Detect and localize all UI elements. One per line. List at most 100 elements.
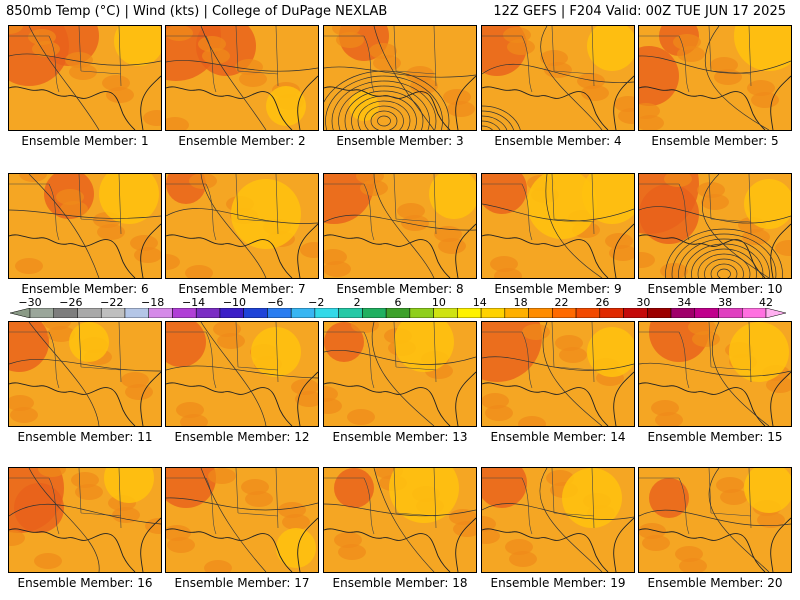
colorbar-tick-label: −22 <box>100 296 124 309</box>
model-run-info: 12Z GEFS | F204 Valid: 00Z TUE JUN 17 20… <box>493 4 786 19</box>
temperature-field <box>639 468 791 572</box>
ensemble-member-label: Ensemble Member: 12 <box>174 430 310 444</box>
colorbar-tick-label: 18 <box>513 296 528 309</box>
ensemble-member-label: Ensemble Member: 2 <box>178 134 306 148</box>
temperature-field <box>9 468 161 572</box>
colorbar-swatch <box>552 308 577 318</box>
temperature-field <box>166 322 318 426</box>
map-title: 850mb Temp (°C) | Wind (kts) | College o… <box>6 4 388 19</box>
ensemble-member-label: Ensemble Member: 5 <box>651 134 779 148</box>
colorbar-tick-label: −14 <box>181 296 206 309</box>
colorbar-tick-label: −30 <box>18 296 42 309</box>
ensemble-member-label: Ensemble Member: 18 <box>332 576 468 590</box>
colorbar-labels: −30 −26 −22 −18 −14 −10 −6 −2 2 6 10 14 18 22 26 30 34 38… <box>0 296 800 309</box>
ensemble-member-label: Ensemble Member: 4 <box>494 134 622 148</box>
colorbar-swatch <box>195 308 221 318</box>
ensemble-member-map-16 <box>8 467 162 573</box>
colorbar-tick-label: −26 <box>59 296 83 309</box>
colorbar-swatch <box>670 308 696 318</box>
colorbar-tick-label: −10 <box>222 296 247 309</box>
ensemble-member-map-7 <box>165 173 319 279</box>
ensemble-member-map-8 <box>323 173 477 279</box>
temperature-field <box>324 322 476 426</box>
colorbar-swatch <box>290 308 316 318</box>
colorbar-swatch <box>742 308 767 318</box>
ensemble-member-map-15 <box>638 321 792 427</box>
colorbar-swatch <box>385 308 411 318</box>
colorbar-swatch <box>718 308 743 318</box>
colorbar-swatch <box>53 308 78 318</box>
ensemble-member-map-10 <box>638 173 792 279</box>
temperature-colorbar <box>10 308 786 318</box>
colorbar-tick-label: 6 <box>394 296 402 309</box>
colorbar-tick-label: −18 <box>141 296 165 309</box>
ensemble-member-label: Ensemble Member: 15 <box>647 430 783 444</box>
ensemble-member-map-4 <box>481 25 635 131</box>
temperature-field <box>324 174 476 278</box>
colorbar-swatch <box>100 308 126 318</box>
colorbar-swatch <box>694 308 719 318</box>
ensemble-member-label: Ensemble Member: 8 <box>336 282 464 296</box>
ensemble-member-map-5 <box>638 25 792 131</box>
ensemble-member-map-14 <box>481 321 635 427</box>
temperature-field <box>639 174 791 278</box>
colorbar-min-arrow <box>10 308 31 318</box>
colorbar-max-arrow <box>765 308 786 318</box>
colorbar-swatch <box>362 308 387 318</box>
colorbar-tick-label: −2 <box>308 296 325 309</box>
ensemble-member-map-2 <box>165 25 319 131</box>
colorbar-swatch <box>647 308 672 318</box>
temperature-field <box>9 26 161 130</box>
ensemble-member-map-17 <box>165 467 319 573</box>
colorbar-swatch <box>77 308 102 318</box>
colorbar-tick-label: 38 <box>718 296 733 309</box>
ensemble-member-label: Ensemble Member: 20 <box>647 576 783 590</box>
colorbar-tick-label: −6 <box>267 296 284 309</box>
temperature-field <box>166 174 318 278</box>
ensemble-member-label: Ensemble Member: 19 <box>490 576 626 590</box>
ensemble-member-map-3 <box>323 25 477 131</box>
temperature-field <box>482 26 634 130</box>
colorbar-swatch <box>457 308 482 318</box>
ensemble-member-label: Ensemble Member: 13 <box>332 430 468 444</box>
ensemble-member-label: Ensemble Member: 3 <box>336 134 464 148</box>
ensemble-member-map-18 <box>323 467 477 573</box>
ensemble-member-map-13 <box>323 321 477 427</box>
colorbar-swatch <box>314 308 339 318</box>
temperature-field <box>639 26 791 130</box>
colorbar-tick-label: 10 <box>431 296 446 309</box>
temperature-field <box>482 174 634 278</box>
colorbar-swatch <box>504 308 529 318</box>
ensemble-member-label: Ensemble Member: 7 <box>178 282 306 296</box>
ensemble-member-label: Ensemble Member: 11 <box>17 430 153 444</box>
ensemble-member-map-6 <box>8 173 162 279</box>
ensemble-member-map-12 <box>165 321 319 427</box>
colorbar-tick-label: 34 <box>677 296 692 309</box>
colorbar-swatch <box>480 308 506 318</box>
ensemble-member-label: Ensemble Member: 16 <box>17 576 153 590</box>
colorbar-swatch <box>433 308 458 318</box>
ensemble-member-label: Ensemble Member: 14 <box>490 430 626 444</box>
temperature-field <box>166 26 318 130</box>
temperature-field <box>324 26 476 130</box>
colorbar-tick-label: 14 <box>472 296 487 309</box>
ensemble-member-label: Ensemble Member: 10 <box>647 282 783 296</box>
temperature-field <box>9 322 161 426</box>
colorbar-swatch <box>124 308 149 318</box>
temperature-field <box>482 322 634 426</box>
colorbar-swatch <box>267 308 292 318</box>
colorbar-swatch <box>219 308 244 318</box>
temperature-field <box>9 174 161 278</box>
colorbar-swatch <box>575 308 601 318</box>
colorbar-swatch <box>528 308 553 318</box>
ensemble-member-map-1 <box>8 25 162 131</box>
colorbar-tick-label: 22 <box>554 296 569 309</box>
ensemble-member-label: Ensemble Member: 9 <box>494 282 622 296</box>
temperature-field <box>324 468 476 572</box>
colorbar-tick-label: 30 <box>636 296 651 309</box>
ensemble-member-label: Ensemble Member: 1 <box>21 134 149 148</box>
temperature-field <box>482 468 634 572</box>
ensemble-member-label: Ensemble Member: 6 <box>21 282 149 296</box>
colorbar-tick-label: 42 <box>759 296 773 309</box>
colorbar-swatch <box>29 308 54 318</box>
